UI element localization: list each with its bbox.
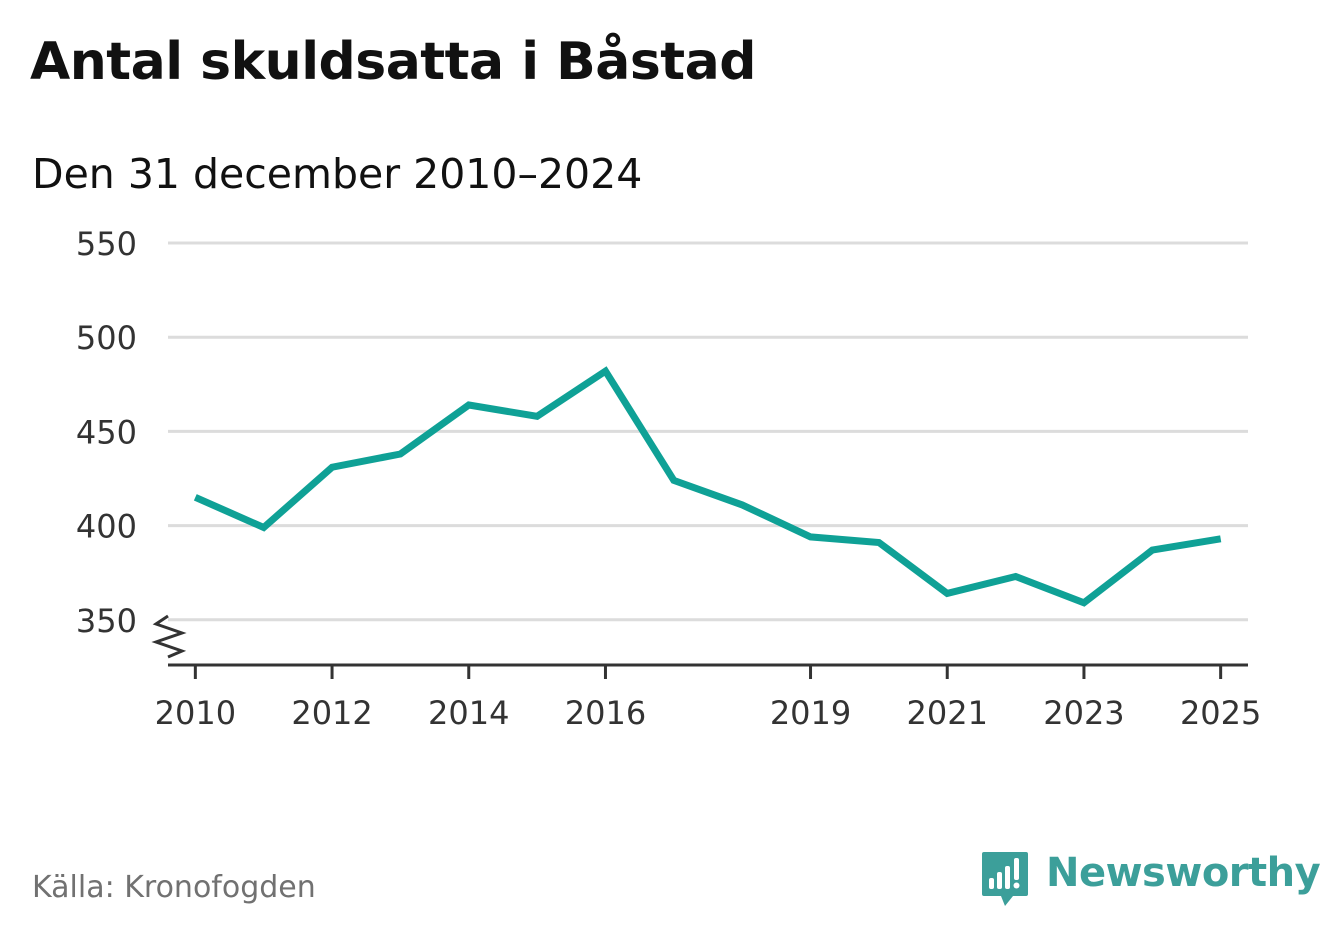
y-tick-label: 500 [76,319,137,357]
x-axis-tick-labels: 2010 2012 2014 2016 2019 2021 2023 2025 [155,694,1262,732]
newsworthy-logo-icon [982,852,1028,906]
y-tick-label: 450 [76,413,137,451]
x-tick-label: 2023 [1043,694,1124,732]
y-tick-label: 550 [76,225,137,263]
x-tick-label: 2012 [291,694,372,732]
y-tick-label: 350 [76,602,137,640]
line-chart: 350 400 450 500 550 2010 2012 2014 2016 2019 2021… [76,225,1262,732]
axis-break-icon [151,614,187,659]
x-tick-label: 2019 [770,694,851,732]
grid-lines [168,241,1248,622]
x-tick-label: 2021 [907,694,988,732]
x-tick-label: 2010 [155,694,236,732]
y-axis-tick-labels: 350 400 450 500 550 [76,225,137,640]
series-line [193,366,1222,607]
brand-name: Newsworthy [1046,850,1321,896]
y-tick-label: 400 [76,508,137,546]
chart-subtitle: Den 31 december 2010–2024 [32,150,643,198]
x-tick-label: 2014 [428,694,509,732]
x-tick-label: 2016 [565,694,646,732]
chart-title: Antal skuldsatta i Båstad [30,32,756,92]
series-layer [193,366,1222,607]
x-axis [151,614,1248,679]
brand: Newsworthy [980,850,1321,910]
x-tick-label: 2025 [1180,694,1261,732]
source-note: Källa: Kronofogden [32,870,316,905]
